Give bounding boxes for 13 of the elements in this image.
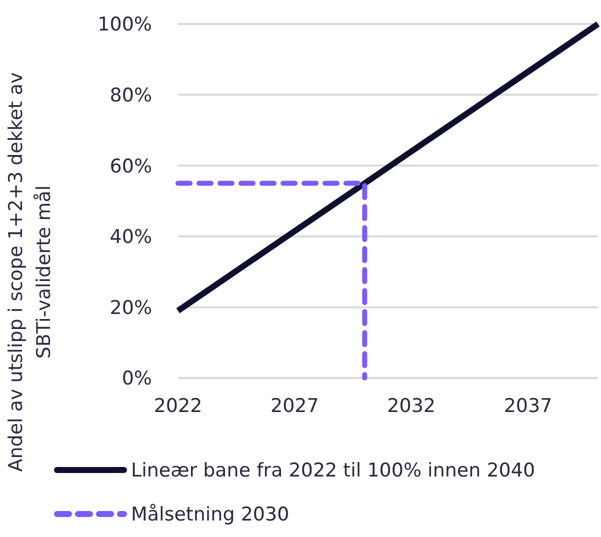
legend-label: Lineær bane fra 2022 til 100% innen 2040 [131,460,536,482]
y-tick-label: 40% [110,226,152,248]
y-tick-label: 60% [110,155,152,178]
legend-label: Målsetning 2030 [131,504,290,526]
y-tick-label: 0% [122,368,152,390]
y-tick-label: 20% [110,296,152,319]
x-tick-label: 2022 [154,395,202,417]
x-tick-label: 2027 [270,395,319,417]
y-tick-label: 80% [110,84,152,106]
x-tick-label: 2037 [504,395,552,417]
x-tick-label: 2032 [387,395,436,417]
y-tick-label: 100% [98,14,152,36]
y-axis-title: Andel av utslipp i scope 1+2+3 dekket av SBTi-validerte mål [5,72,55,472]
